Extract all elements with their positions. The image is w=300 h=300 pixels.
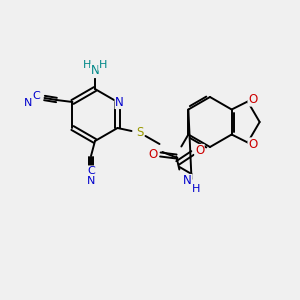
Text: S: S xyxy=(136,127,143,140)
Text: N: N xyxy=(115,95,124,109)
Text: O: O xyxy=(195,145,204,158)
Text: H: H xyxy=(99,60,107,70)
Text: N: N xyxy=(91,64,99,77)
Text: H: H xyxy=(83,60,91,70)
Text: O: O xyxy=(248,93,257,106)
Text: N: N xyxy=(183,175,192,188)
Text: O: O xyxy=(248,138,257,151)
Text: H: H xyxy=(192,184,201,194)
Text: C: C xyxy=(87,166,95,176)
Text: O: O xyxy=(149,148,158,161)
Text: C: C xyxy=(33,91,41,101)
Text: N: N xyxy=(24,98,33,108)
Text: N: N xyxy=(87,176,95,186)
